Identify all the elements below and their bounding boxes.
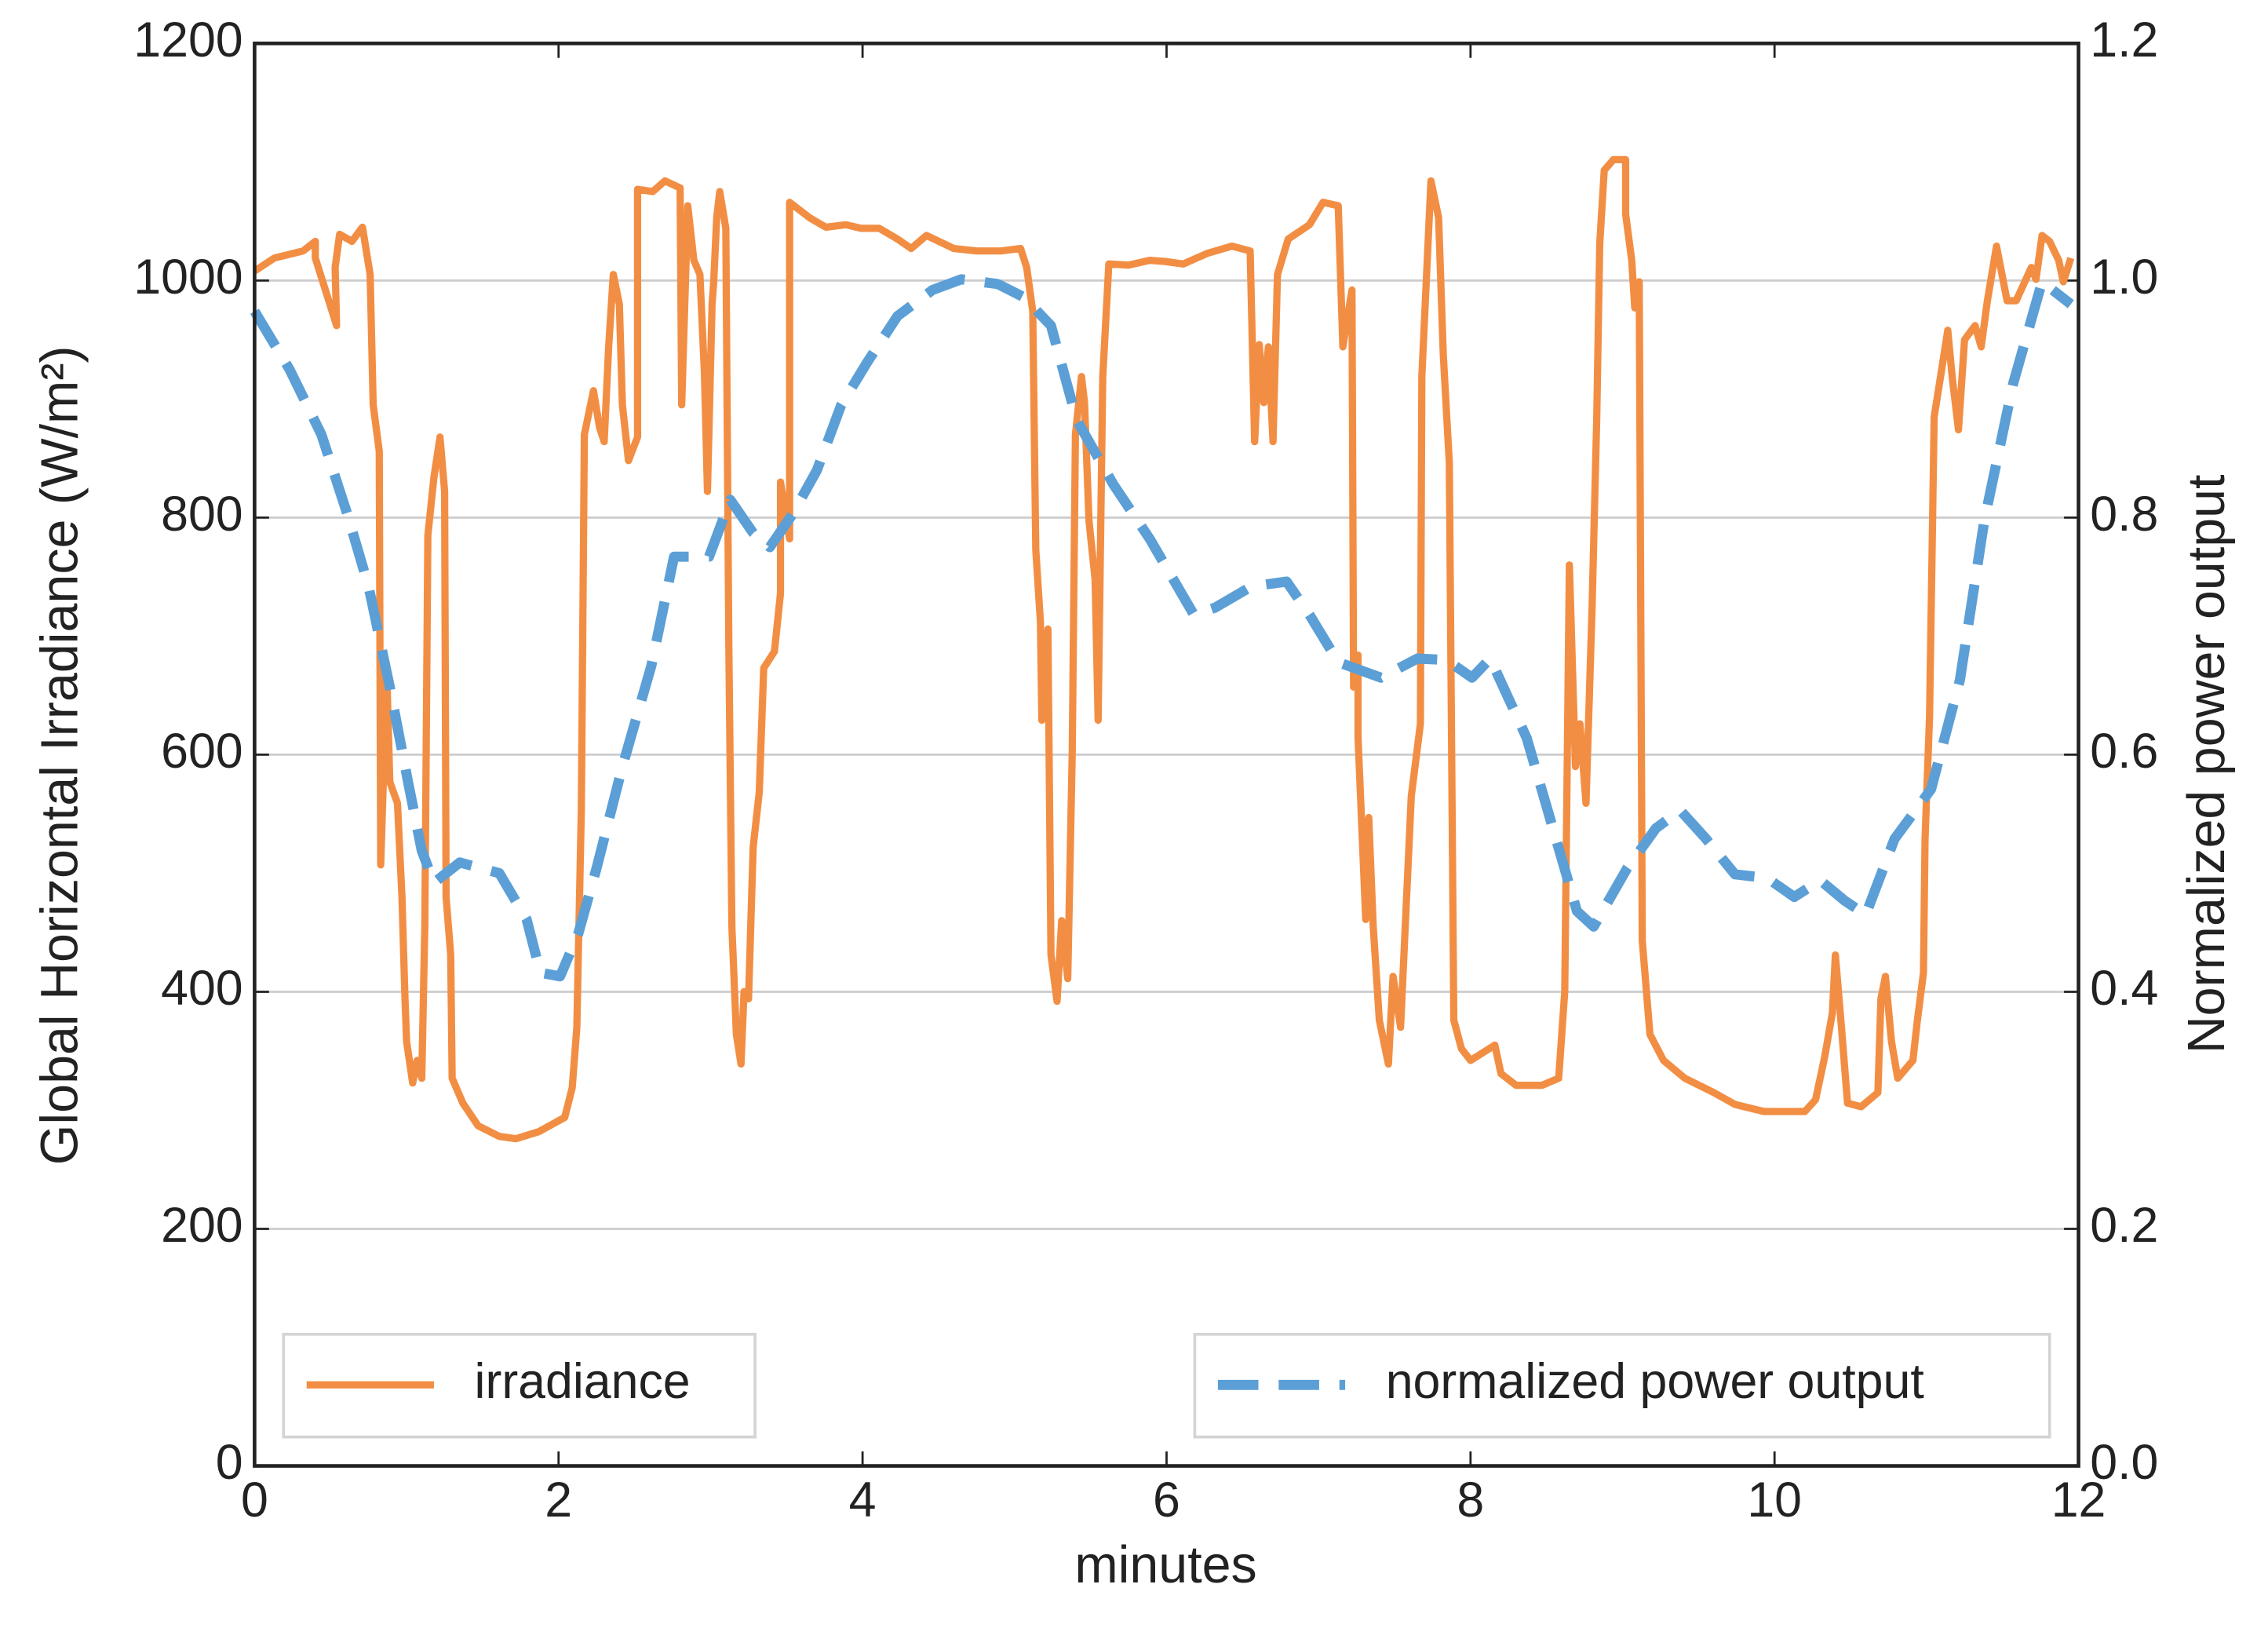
x-tick-label: 10 bbox=[1747, 1473, 1802, 1528]
x-tick-label: 8 bbox=[1457, 1473, 1484, 1528]
y2-tick-label: 0.6 bbox=[2090, 724, 2158, 779]
y-tick-label: 600 bbox=[161, 724, 243, 779]
y2-tick-label: 0.8 bbox=[2090, 487, 2158, 542]
data-line bbox=[252, 155, 2075, 1143]
y2-axis-label: Normalized power output bbox=[2178, 475, 2236, 1054]
y-tick-label: 200 bbox=[161, 1198, 243, 1253]
x-tick-label: 12 bbox=[2051, 1473, 2106, 1528]
y2-tick-label: 0.2 bbox=[2090, 1198, 2158, 1253]
y-tick-label: 0 bbox=[216, 1435, 243, 1490]
plot-frame bbox=[253, 42, 2080, 1468]
y2-tick-label: 0.4 bbox=[2090, 961, 2158, 1016]
x-tick-label: 2 bbox=[545, 1473, 572, 1528]
x-tick-label: 6 bbox=[1153, 1473, 1180, 1528]
y-tick-label: 400 bbox=[161, 961, 243, 1016]
legend-label: normalized power output bbox=[1386, 1354, 1924, 1409]
legend-label: irradiance bbox=[475, 1354, 691, 1409]
x-axis-label: minutes bbox=[1074, 1536, 1256, 1594]
y-tick-label: 800 bbox=[161, 487, 243, 542]
y-tick-label: 1000 bbox=[133, 250, 242, 305]
y2-tick-label: 0.0 bbox=[2090, 1435, 2158, 1490]
y-tick-label: 1200 bbox=[133, 13, 242, 68]
y2-tick-label: 1.0 bbox=[2090, 250, 2158, 305]
legend-box bbox=[1193, 1332, 2051, 1439]
x-tick-label: 0 bbox=[241, 1473, 268, 1528]
y2-tick-label: 1.2 bbox=[2090, 13, 2158, 68]
x-tick-label: 4 bbox=[849, 1473, 877, 1528]
y-axis-label: Global Horizontal Irradiance (W/m²) bbox=[31, 345, 89, 1165]
data-line bbox=[250, 274, 2074, 982]
